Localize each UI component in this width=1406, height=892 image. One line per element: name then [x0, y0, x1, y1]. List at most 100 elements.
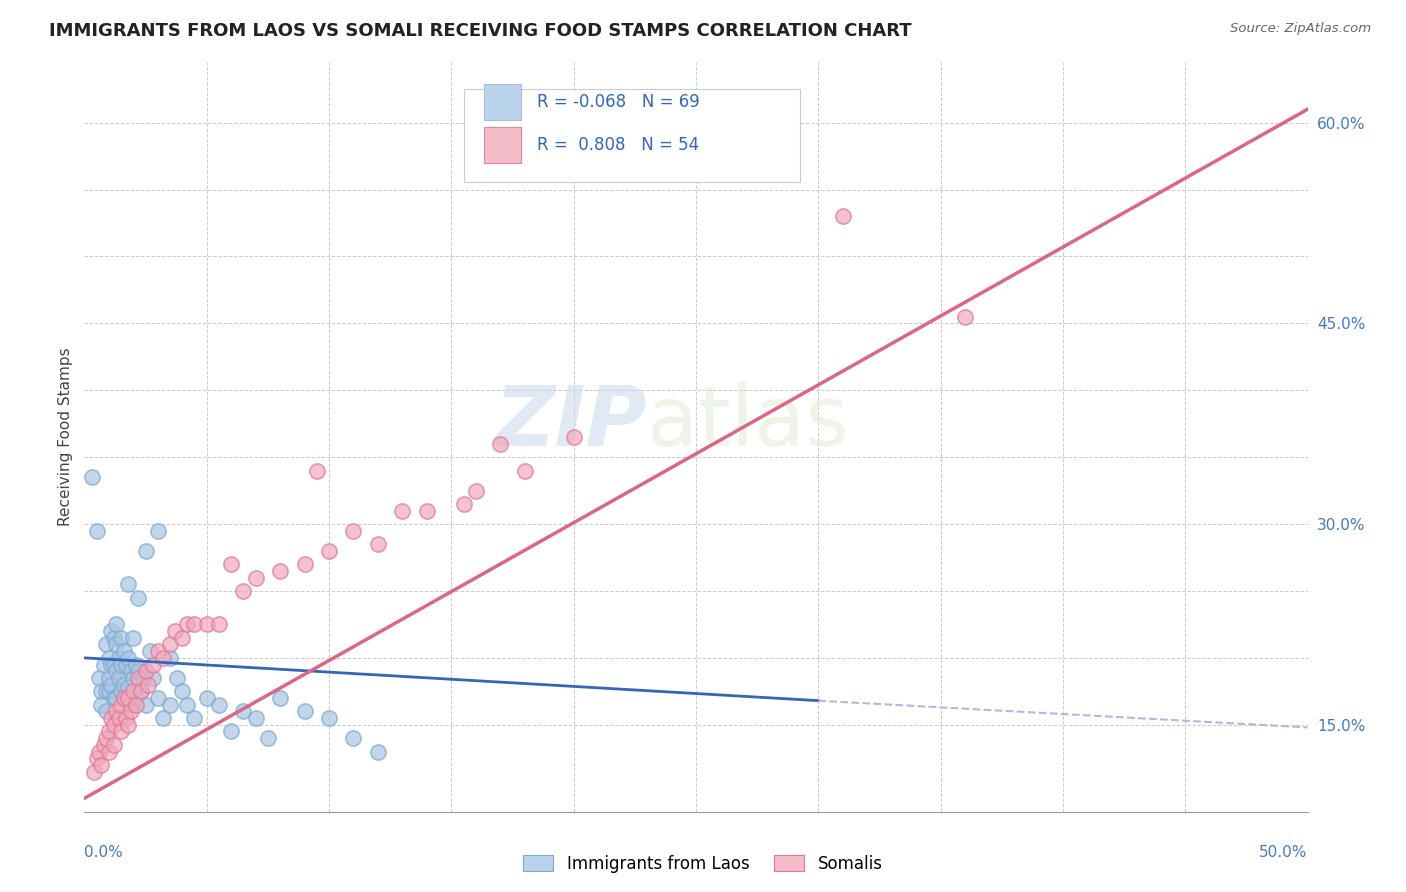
Point	[90, 684, 112, 698]
Point	[125, 698, 148, 712]
Point	[110, 631, 132, 645]
Point	[953, 310, 976, 324]
Point	[163, 624, 186, 639]
Point	[96, 684, 118, 698]
Point	[87, 671, 110, 685]
Point	[367, 537, 389, 551]
Text: IMMIGRANTS FROM LAOS VS SOMALI RECEIVING FOOD STAMPS CORRELATION CHART: IMMIGRANTS FROM LAOS VS SOMALI RECEIVING…	[49, 22, 912, 40]
Point	[135, 543, 157, 558]
Point	[107, 651, 129, 665]
Point	[103, 657, 125, 672]
Point	[342, 731, 364, 746]
Point	[127, 591, 149, 605]
Point	[97, 671, 120, 685]
Point	[110, 684, 132, 698]
Text: 50.0%: 50.0%	[1260, 846, 1308, 860]
Point	[100, 657, 122, 672]
Point	[294, 557, 316, 572]
Point	[100, 678, 122, 692]
Point	[125, 657, 148, 672]
Point	[117, 681, 139, 695]
Point	[195, 617, 218, 632]
Point	[146, 524, 169, 538]
Point	[117, 577, 139, 591]
Point	[83, 764, 105, 779]
Point	[172, 684, 194, 698]
Point	[120, 705, 142, 719]
Point	[97, 684, 120, 698]
Point	[416, 503, 439, 517]
Point	[105, 617, 128, 632]
Text: 0.0%: 0.0%	[84, 846, 124, 860]
Point	[318, 711, 340, 725]
Point	[152, 651, 174, 665]
Point	[80, 470, 103, 484]
Point	[135, 664, 157, 679]
Point	[115, 657, 138, 672]
Point	[120, 698, 142, 712]
Point	[391, 503, 413, 517]
Point	[195, 690, 218, 705]
Point	[245, 571, 267, 585]
Point	[159, 698, 181, 712]
Text: R =  0.808   N = 54: R = 0.808 N = 54	[537, 136, 699, 154]
Point	[96, 705, 118, 719]
Point	[245, 711, 267, 725]
Point	[122, 631, 145, 645]
Point	[453, 497, 475, 511]
Point	[103, 717, 125, 731]
Point	[107, 711, 129, 725]
Point	[110, 711, 132, 725]
Point	[93, 738, 115, 752]
Text: ZIP: ZIP	[495, 382, 647, 463]
Point	[305, 464, 328, 478]
Point	[208, 698, 231, 712]
Point	[159, 651, 181, 665]
Point	[110, 698, 132, 712]
Point	[105, 690, 128, 705]
Text: atlas: atlas	[647, 382, 849, 463]
Point	[513, 464, 536, 478]
Point	[90, 758, 112, 772]
Point	[127, 671, 149, 685]
Point	[172, 631, 194, 645]
Point	[115, 690, 138, 705]
Point	[152, 711, 174, 725]
Point	[232, 705, 254, 719]
Point	[208, 617, 231, 632]
Point	[86, 524, 108, 538]
Point	[93, 657, 115, 672]
Point	[183, 711, 205, 725]
Point	[367, 744, 389, 758]
Point	[120, 664, 142, 679]
Point	[97, 651, 120, 665]
Point	[219, 557, 242, 572]
Point	[176, 617, 198, 632]
Point	[127, 664, 149, 679]
Bar	[484, 84, 522, 120]
Point	[146, 644, 169, 658]
Point	[110, 724, 132, 739]
Bar	[484, 127, 522, 163]
Legend: Immigrants from Laos, Somalis: Immigrants from Laos, Somalis	[516, 848, 890, 880]
Point	[105, 664, 128, 679]
Y-axis label: Receiving Food Stamps: Receiving Food Stamps	[58, 348, 73, 526]
Point	[110, 657, 132, 672]
Point	[90, 698, 112, 712]
Point	[166, 671, 188, 685]
Point	[183, 617, 205, 632]
Point	[318, 543, 340, 558]
Point	[122, 671, 145, 685]
Point	[86, 751, 108, 765]
Point	[294, 705, 316, 719]
Point	[139, 644, 162, 658]
Point	[105, 705, 128, 719]
Point	[122, 684, 145, 698]
Point	[117, 690, 139, 705]
Point	[117, 651, 139, 665]
Point	[107, 671, 129, 685]
Point	[142, 671, 165, 685]
Point	[103, 738, 125, 752]
Point	[112, 678, 135, 692]
Point	[87, 744, 110, 758]
